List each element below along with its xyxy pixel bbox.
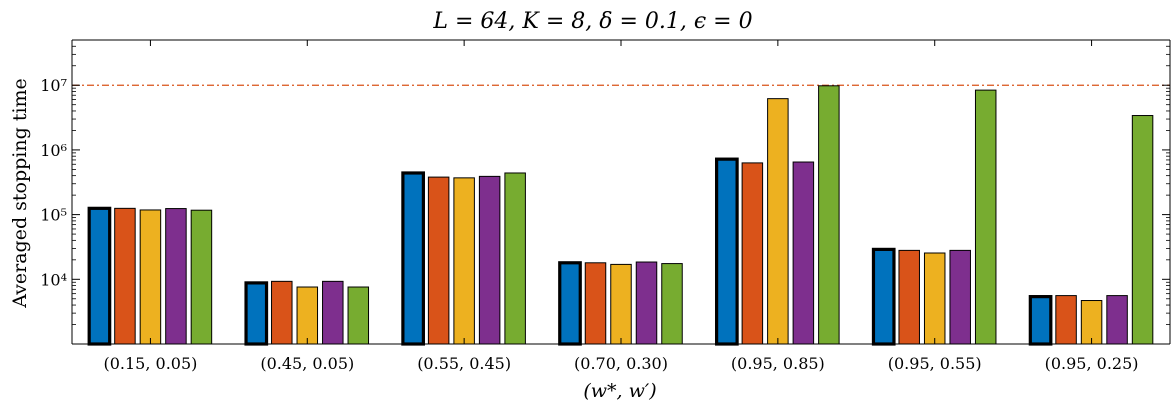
x-tick-label: (0.45, 0.05)	[260, 354, 354, 373]
y-tick-label: 10⁷	[40, 76, 67, 95]
bar-3-1	[401, 171, 425, 346]
bar-2-2	[271, 280, 293, 345]
bar-6-3	[923, 252, 946, 345]
x-tick-label: (0.95, 0.55)	[888, 354, 982, 373]
bar-2-3	[296, 286, 319, 345]
bar-2-5	[347, 286, 370, 345]
bar-6-4	[949, 249, 971, 345]
bar-6-2	[898, 249, 920, 345]
x-tick-label: (0.95, 0.85)	[731, 354, 825, 373]
bar-3-2	[427, 176, 450, 345]
bar-4-5	[661, 263, 683, 345]
y-tick-label: 10⁴	[40, 270, 67, 289]
bar-1-3	[139, 209, 162, 345]
x-tick-label: (0.15, 0.05)	[103, 354, 197, 373]
bar-2-4	[322, 280, 344, 345]
bar-3-3	[453, 177, 475, 345]
bar-7-5	[1131, 115, 1154, 345]
bar-6-1	[871, 247, 896, 346]
bar-4-4	[635, 261, 658, 345]
bar-5-5	[818, 85, 840, 345]
y-tick-label: 10⁶	[40, 141, 67, 160]
chart-title: L = 64, K = 8, δ = 0.1, ϵ = 0	[432, 9, 752, 34]
y-axis-label: Averaged stopping time	[9, 78, 31, 309]
bar-1-2	[114, 207, 136, 345]
bar-3-4	[478, 175, 501, 345]
bar-4-2	[584, 262, 607, 345]
bar-5-1	[715, 157, 739, 346]
x-tick-label: (0.95, 0.25)	[1045, 354, 1139, 373]
bar-5-4	[792, 161, 815, 345]
x-axis-label: (w*, w′)	[583, 380, 656, 402]
bar-7-4	[1106, 295, 1128, 345]
bar-5-3	[767, 98, 789, 345]
bar-4-1	[558, 261, 582, 346]
bar-3-5	[504, 172, 526, 345]
bar-7-2	[1055, 295, 1077, 345]
bar-7-1	[1028, 295, 1053, 346]
bar-2-1	[244, 281, 269, 346]
bar-7-3	[1080, 300, 1103, 345]
x-tick-label: (0.70, 0.30)	[574, 354, 668, 373]
y-tick-label: 10⁵	[40, 206, 67, 225]
bar-5-2	[741, 162, 764, 345]
bar-6-5	[974, 89, 997, 345]
bar-1-5	[190, 209, 213, 345]
plot-area: (0.15, 0.05) (0.45, 0.05) (0.55, 0.45) (0.7…	[40, 39, 1171, 373]
bar-1-4	[165, 208, 187, 345]
bar-1-1	[87, 206, 112, 346]
bar-4-3	[610, 263, 632, 345]
x-tick-label: (0.55, 0.45)	[417, 354, 511, 373]
